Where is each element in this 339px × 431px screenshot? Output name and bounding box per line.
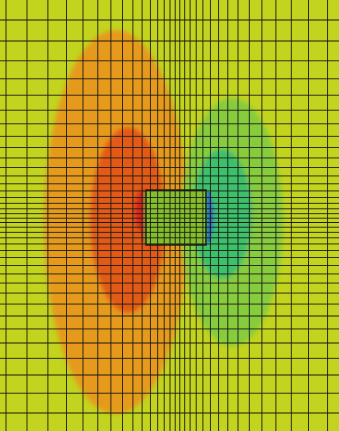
high-pressure-mid-contour [90,127,166,313]
obstacle-left-face [141,192,147,242]
obstacle-right-face [205,192,211,242]
obstacle-block [146,190,206,245]
obstacle-outline [145,189,207,246]
